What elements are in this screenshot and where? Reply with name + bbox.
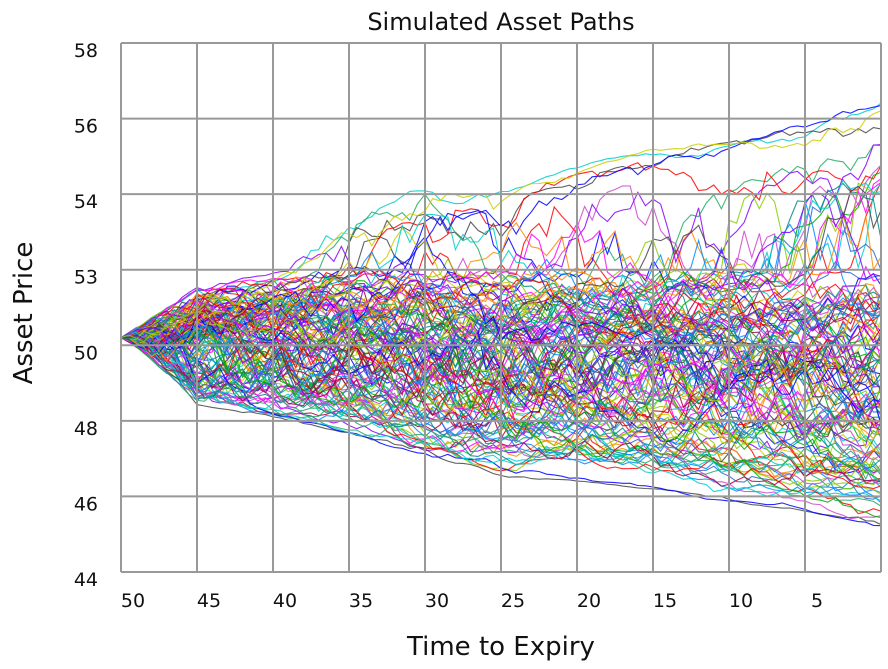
x-tick-label: 35 — [349, 590, 373, 612]
x-tick-label: 30 — [425, 590, 449, 612]
x-tick-label: 25 — [501, 590, 525, 612]
x-tick-label: 50 — [121, 590, 145, 612]
x-tick-label: 15 — [653, 590, 677, 612]
grid-layer — [120, 42, 882, 573]
y-tick-label: 53 — [74, 267, 98, 289]
y-tick-label: 44 — [74, 569, 98, 591]
y-tick-label: 54 — [74, 191, 98, 213]
tick-layer: 504540353025201510505856545350484644 — [74, 40, 888, 612]
y-tick-label: 58 — [74, 40, 98, 62]
chart-title: Simulated Asset Paths — [367, 8, 635, 36]
x-axis-label: Time to Expiry — [407, 632, 595, 662]
y-axis-label: Asset Price — [9, 241, 39, 385]
x-tick-label: 45 — [197, 590, 221, 612]
y-tick-label: 48 — [74, 418, 98, 440]
y-tick-label: 50 — [74, 342, 98, 364]
x-tick-label: 0 — [887, 590, 888, 612]
x-tick-label: 20 — [577, 590, 601, 612]
y-tick-label: 46 — [74, 493, 98, 515]
x-tick-label: 10 — [729, 590, 753, 612]
x-tick-label: 5 — [811, 590, 823, 612]
x-tick-label: 40 — [273, 590, 297, 612]
y-tick-label: 56 — [74, 116, 98, 138]
